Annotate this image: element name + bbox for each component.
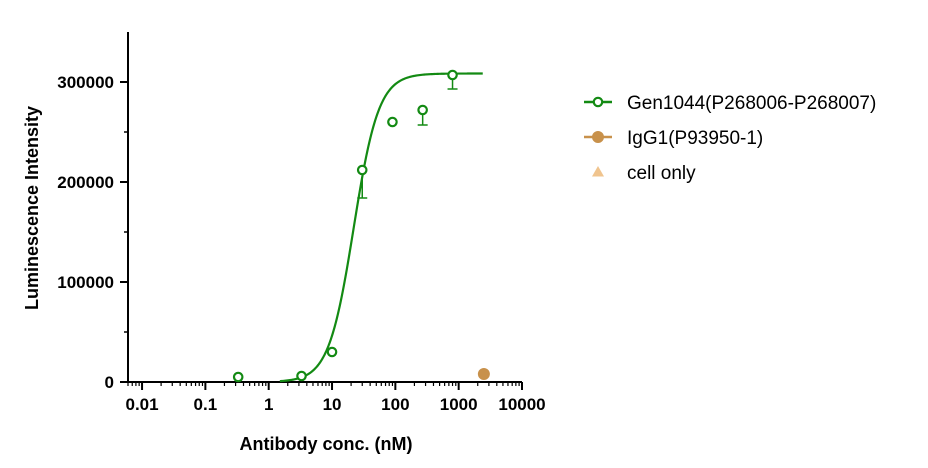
data-point-series-0	[387, 116, 398, 128]
data-points	[232, 69, 490, 383]
x-tick-label: 1	[264, 395, 273, 414]
legend-label: IgG1(P93950-1)	[627, 128, 763, 149]
y-tick-label: 100000	[57, 273, 114, 292]
legend-item-1: IgG1(P93950-1)	[584, 128, 763, 149]
legend-marker	[592, 96, 604, 108]
data-point-series-0	[417, 104, 428, 116]
data-point-series-0	[356, 164, 368, 176]
y-tick-label: 200000	[57, 173, 114, 192]
legend-item-2: cell only	[592, 163, 696, 184]
legend-item-0: Gen1044(P268006-P268007)	[584, 93, 876, 114]
x-tick-label: 10000	[498, 395, 545, 414]
x-tick-label: 10	[323, 395, 342, 414]
y-axis: 0 100000 200000 300000	[57, 32, 129, 392]
legend-label: cell only	[627, 163, 696, 184]
x-tick-label: 0.01	[126, 395, 159, 414]
legend: Gen1044(P268006-P268007) IgG1(P93950-1) ce…	[584, 93, 876, 184]
fit-curve-series-0	[279, 72, 483, 383]
fit-curves	[279, 72, 483, 383]
data-point-series-0	[232, 371, 244, 383]
legend-label: Gen1044(P268006-P268007)	[627, 93, 876, 114]
legend-marker	[592, 131, 604, 143]
data-point-series-1	[477, 368, 490, 380]
y-axis-title: Luminescence Intensity	[22, 106, 42, 310]
x-tick-label: 0.1	[194, 395, 218, 414]
x-tick-label: 1000	[440, 395, 478, 414]
legend-marker	[592, 166, 604, 177]
data-point-series-0	[326, 346, 338, 358]
y-tick-label: 0	[105, 373, 114, 392]
x-axis-title: Antibody conc. (nM)	[240, 434, 413, 454]
x-axis: 0.01 0.1 1 10 100 1000 10000	[126, 381, 546, 414]
data-point-series-0	[296, 370, 307, 382]
data-point-series-0	[447, 69, 458, 81]
y-tick-label: 300000	[57, 73, 114, 92]
x-tick-label: 100	[381, 395, 409, 414]
